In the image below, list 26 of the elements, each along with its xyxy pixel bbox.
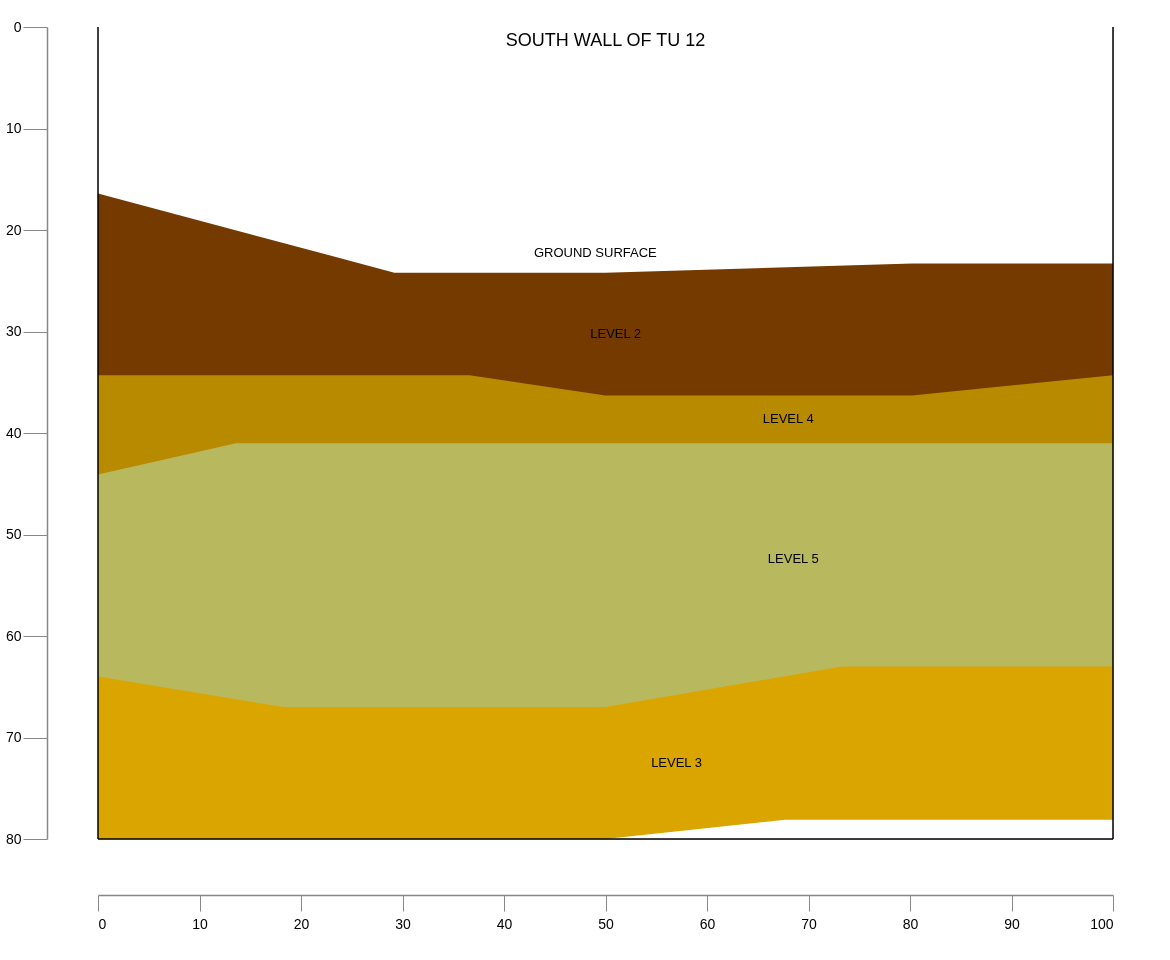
y-tick-label: 70 (5, 729, 22, 745)
series-label: LEVEL 3 (651, 755, 702, 771)
x-tick-label: 10 (192, 915, 208, 932)
x-tick-label: 80 (902, 915, 919, 932)
x-tick-label: 40 (496, 915, 513, 932)
y-tick-label: 0 (13, 18, 22, 35)
y-tick-label: 20 (5, 221, 22, 238)
series-label: LEVEL 5 (767, 550, 819, 566)
series-label: LEVEL 4 (762, 411, 814, 427)
x-tick-label: 30 (395, 915, 411, 932)
y-tick-label: 50 (5, 526, 22, 542)
x-tick-label: 20 (293, 915, 310, 932)
y-tick-label: 60 (5, 627, 22, 644)
x-tick-label: 60 (699, 915, 716, 932)
y-tick-label: 10 (5, 120, 22, 136)
y-tick-label: 40 (5, 424, 22, 441)
x-tick-label: 100 (1090, 915, 1114, 932)
y-tick-label: 80 (5, 830, 22, 847)
annotation: GROUND SURFACE (533, 244, 658, 260)
series-label: LEVEL 2 (590, 325, 642, 341)
x-tick-label: 50 (598, 915, 614, 932)
y-tick-label: 30 (5, 323, 22, 339)
x-tick-label: 0 (98, 915, 107, 932)
chart-title: SOUTH WALL OF TU 12 (505, 30, 706, 50)
x-tick-label: 70 (801, 915, 817, 932)
x-tick-label: 90 (1004, 915, 1020, 932)
